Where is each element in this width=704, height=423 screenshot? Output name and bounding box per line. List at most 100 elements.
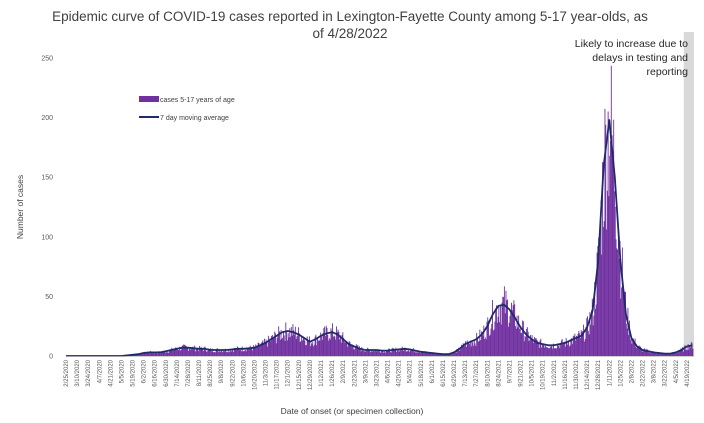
case-bar [223,351,225,356]
case-bar [525,336,527,356]
x-tick-label: 3/10/2020 [75,359,81,386]
x-tick-label: 6/30/2020 [164,359,170,386]
case-bar [364,352,366,356]
case-bar [353,349,355,356]
case-bar [441,354,443,356]
x-tick-label: 12/28/2021 [596,359,602,390]
case-bar [312,342,314,356]
case-bar [591,298,593,356]
case-bar [632,338,634,356]
case-bar [400,350,402,356]
case-bar [252,350,253,356]
case-bar [202,349,204,356]
case-bar [162,352,164,356]
case-bar [659,352,661,356]
case-bar [456,348,458,356]
case-bar [515,326,516,356]
case-bar [254,347,256,356]
case-bar [444,354,446,356]
case-bar [259,346,261,356]
case-bar [438,353,440,356]
case-bar [503,286,505,356]
case-bar [415,352,417,356]
case-bar [611,135,613,356]
case-bar [663,353,665,356]
case-bar [314,336,316,356]
case-bar [652,352,653,356]
case-bar [264,341,266,356]
case-bar [585,326,587,356]
case-bar [394,349,396,356]
case-bar [313,344,315,356]
case-bar [179,346,181,356]
case-bar [565,338,567,356]
x-tick-label: 4/6/2021 [386,359,392,383]
case-bar [631,343,633,356]
case-bar [214,352,216,356]
case-bar [604,108,606,356]
case-bar [405,351,407,356]
case-bar [193,349,195,356]
case-bar [382,352,384,356]
case-bar [222,350,224,356]
x-tick-label: 9/21/2021 [519,359,525,386]
case-bar [398,351,400,356]
case-bar [542,344,544,356]
case-bar [242,351,244,356]
case-bar [474,343,476,356]
case-bar [687,344,689,356]
case-bar [539,340,541,356]
case-bar [651,351,653,356]
case-bar [686,350,688,356]
case-bar [210,348,212,356]
x-tick-label: 10/20/2020 [253,359,259,390]
chart-title-line-1: Epidemic curve of COVID-19 cases reporte… [52,9,648,24]
case-bar [340,342,342,356]
case-bar [331,330,333,356]
x-tick-label: 11/16/2021 [563,359,569,389]
case-bar [541,344,543,356]
legend-label-cases: cases 5-17 years of age [160,97,235,104]
case-bar [452,352,454,356]
case-bar [218,350,220,356]
case-bar [625,323,627,356]
case-bar [609,155,611,356]
case-bar [543,345,545,356]
case-bar [278,326,280,356]
case-bar [381,350,383,356]
case-bar [233,347,235,356]
case-bar [414,351,416,356]
case-bar [195,349,197,356]
case-bar [644,349,646,356]
case-bars [123,65,694,356]
case-bar [572,335,574,356]
case-bar [560,340,562,356]
case-bar [682,347,684,356]
case-bar [344,342,346,356]
case-bar [143,353,145,356]
case-bar [469,344,470,356]
case-bar [447,354,449,356]
case-bar [350,344,352,356]
case-bar [153,352,155,356]
case-bar [217,348,219,356]
case-bar [150,352,152,356]
case-bar [406,350,408,356]
case-bar [165,352,167,356]
case-bar [273,338,275,356]
case-bar [515,328,517,356]
case-bar [328,340,330,356]
case-bar [145,352,147,356]
case-bar [187,347,189,356]
case-bar [180,349,182,356]
case-bar [222,352,223,356]
case-bar [332,336,334,356]
x-tick-label: 5/19/2020 [131,359,137,386]
case-bar [450,353,452,356]
case-bar [260,345,261,356]
case-bar [635,347,637,356]
case-bar [628,335,630,356]
case-bar [340,335,341,356]
case-bar [497,316,499,356]
case-bar [282,337,284,356]
